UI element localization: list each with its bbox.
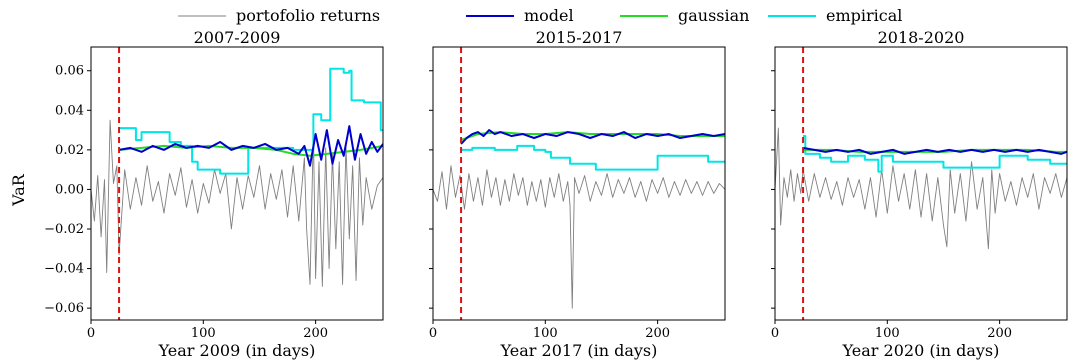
legend-entry: gaussian	[620, 6, 749, 25]
gaussian-line	[118, 144, 383, 157]
x-tick-label: 200	[303, 326, 328, 341]
legend-label: empirical	[826, 6, 902, 25]
returns-line	[433, 165, 725, 309]
empirical-line	[119, 67, 383, 175]
panel-2: 0 100 200 2015-2017 Year 2017 (in days)	[429, 28, 726, 360]
legend-entry: model	[466, 6, 574, 25]
panel-frame	[774, 46, 1068, 321]
x-axis-label: Year 2017 (in days)	[500, 341, 658, 360]
legend-label: model	[524, 6, 574, 25]
plot-area	[433, 129, 725, 309]
legend: portofolio returns model gaussian empirical	[178, 6, 902, 25]
x-axis-label: Year 2009 (in days)	[158, 341, 316, 360]
returns-line	[775, 127, 1067, 250]
panel-frame	[90, 46, 384, 321]
x-axis-label: Year 2020 (in days)	[842, 341, 1000, 360]
x-tick-label: 200	[987, 326, 1012, 341]
x-tick-label: 0	[429, 326, 437, 341]
x-tick-label: 100	[191, 326, 216, 341]
plot-area	[91, 67, 383, 287]
y-axis-label: VaR	[9, 173, 28, 207]
panel-3: 0 100 200 2018-2020 Year 2020 (in days)	[771, 28, 1068, 360]
x-tick-label: 200	[645, 326, 670, 341]
panel-title: 2015-2017	[536, 28, 623, 47]
y-tick-label: 0.00	[55, 182, 84, 197]
legend-label: portofolio returns	[236, 6, 380, 25]
empirical-line	[461, 144, 725, 171]
x-tick-label: 100	[533, 326, 558, 341]
model-line	[460, 129, 725, 145]
model-line	[802, 146, 1067, 155]
returns-line	[91, 119, 383, 287]
y-tick-label: −0.06	[44, 301, 84, 316]
panel-title: 2018-2020	[878, 28, 965, 47]
panel-frame	[432, 46, 726, 321]
x-tick-label: 0	[87, 326, 95, 341]
model-line	[118, 125, 383, 167]
legend-entry: empirical	[768, 6, 902, 25]
y-tick-label: −0.02	[44, 222, 84, 237]
legend-label: gaussian	[678, 6, 749, 25]
legend-entry: portofolio returns	[178, 6, 380, 25]
y-tick-label: −0.04	[44, 262, 84, 277]
panel-1: 0.06 0.04 0.02 0.00 −0.02 −0.04 −0.060 100 200 20…	[44, 28, 384, 360]
x-tick-label: 100	[875, 326, 900, 341]
panels: 0.060.040.020.00−0.02−0.04−0.060 100 20020…	[44, 28, 1068, 360]
panel-title: 2007-2009	[194, 28, 281, 47]
y-tick-label: 0.06	[55, 64, 84, 79]
y-tick-label: 0.04	[55, 103, 84, 118]
x-tick-label: 0	[771, 326, 779, 341]
y-tick-label: 0.02	[55, 143, 84, 158]
empirical-line	[803, 135, 1067, 173]
plot-area	[775, 127, 1067, 250]
